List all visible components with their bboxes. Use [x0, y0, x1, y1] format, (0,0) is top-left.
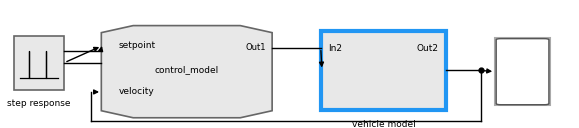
- Text: velocity: velocity: [119, 87, 155, 97]
- Polygon shape: [101, 26, 272, 118]
- Text: In2: In2: [328, 44, 342, 53]
- FancyBboxPatch shape: [496, 39, 549, 105]
- Text: setpoint: setpoint: [119, 41, 156, 50]
- FancyBboxPatch shape: [14, 36, 64, 90]
- FancyBboxPatch shape: [495, 38, 550, 105]
- FancyBboxPatch shape: [321, 31, 446, 110]
- Text: control_model: control_model: [155, 65, 219, 74]
- Text: Out1: Out1: [246, 43, 266, 52]
- Text: vehicle model: vehicle model: [351, 120, 416, 128]
- Text: Out2: Out2: [417, 44, 439, 53]
- Text: step response: step response: [8, 99, 71, 108]
